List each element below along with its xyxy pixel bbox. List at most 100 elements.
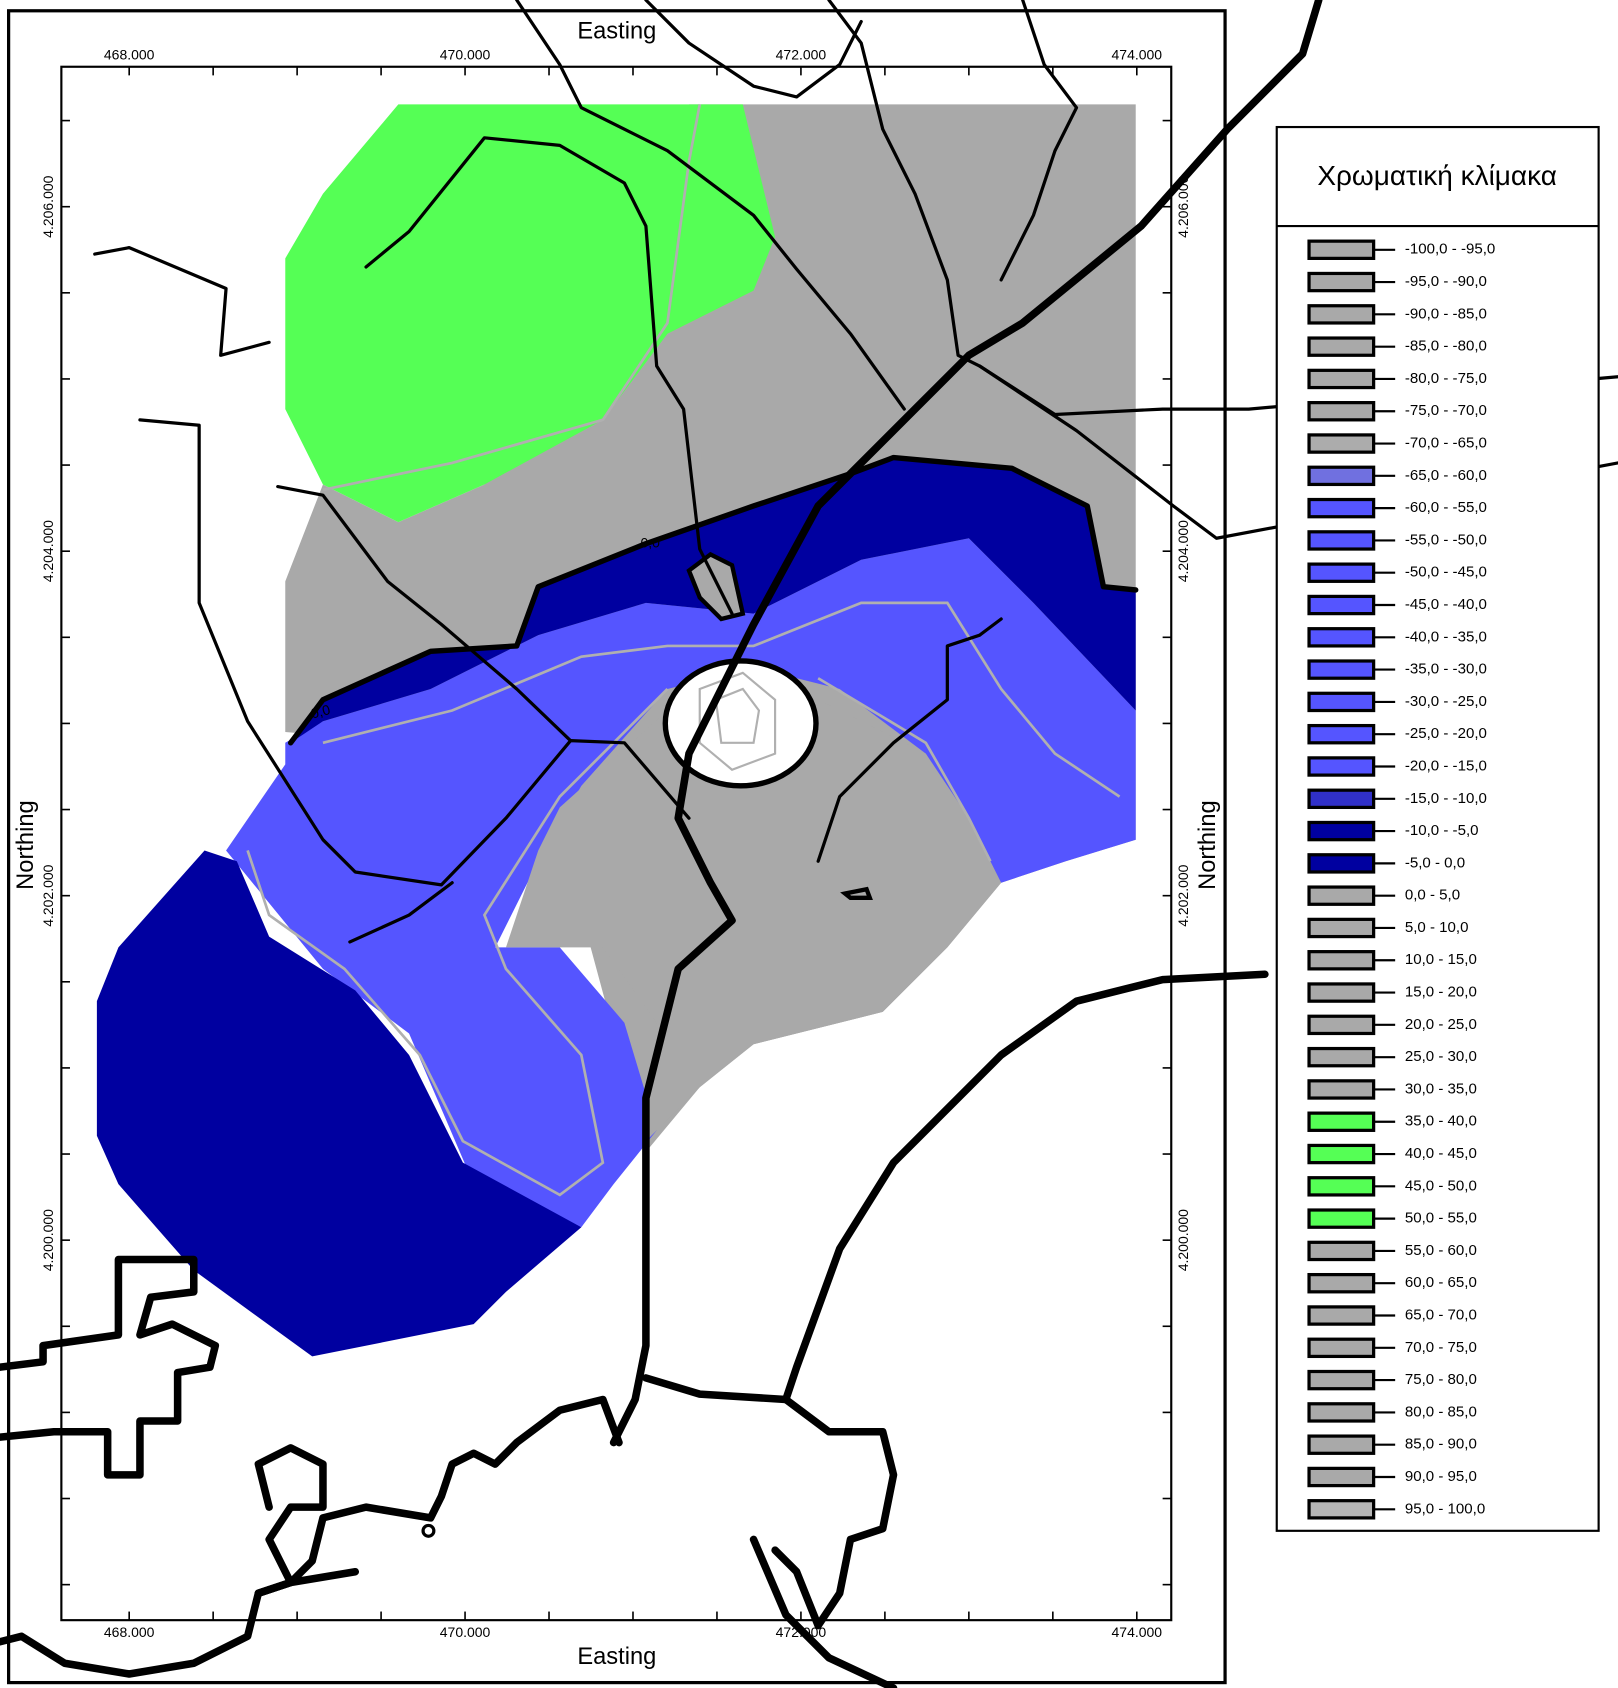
- legend-label: -90,0 - -85,0: [1405, 305, 1487, 322]
- gray-center: [505, 688, 1002, 1142]
- coastline: [254, 1567, 360, 1598]
- legend-swatch: [1307, 465, 1376, 487]
- legend-swatch: [1307, 530, 1376, 551]
- zero-contour: [287, 454, 1139, 746]
- axis-title: Easting: [577, 1644, 656, 1670]
- legend-label: 60,0 - 65,0: [1405, 1274, 1477, 1291]
- legend-label: -65,0 - -60,0: [1405, 467, 1487, 484]
- legend-label: 65,0 - 70,0: [1405, 1306, 1477, 1323]
- y-tick-label: 4.204.000: [1175, 520, 1191, 582]
- x-tick-label: 474.000: [1112, 1624, 1163, 1640]
- legend-swatch: [1307, 1499, 1376, 1520]
- axis-title: Northing: [13, 800, 39, 889]
- legend-swatch: [1307, 1337, 1376, 1359]
- legend-label: -45,0 - -40,0: [1405, 596, 1487, 613]
- legend-label: -55,0 - -50,0: [1405, 531, 1487, 548]
- legend-label: 55,0 - 60,0: [1405, 1242, 1477, 1259]
- legend-label: 10,0 - 15,0: [1405, 951, 1477, 968]
- coastline: [0, 1255, 220, 1479]
- legend-label: -75,0 - -70,0: [1405, 402, 1487, 419]
- legend-swatch: [1307, 562, 1376, 583]
- legend-swatch: [1307, 239, 1376, 260]
- legend-swatch: [1307, 1402, 1376, 1423]
- legend-swatch: [1307, 950, 1376, 971]
- legend-swatch: [1307, 1466, 1376, 1488]
- x-tick-label: 470.000: [440, 1624, 491, 1640]
- legend-swatch: [1307, 627, 1376, 648]
- road: [816, 617, 1003, 863]
- zero-contour: [686, 551, 746, 622]
- legend-swatch: [1307, 1369, 1376, 1391]
- legend-swatch: [1307, 691, 1376, 713]
- legend-swatch: [1307, 917, 1376, 939]
- legend-swatch: [1307, 1079, 1376, 1100]
- axis-title: Northing: [1195, 800, 1221, 889]
- axis-title: Easting: [577, 19, 656, 45]
- legend-swatch: [1307, 820, 1376, 842]
- legend-label: -30,0 - -25,0: [1405, 693, 1487, 710]
- x-tick-label: 474.000: [1112, 47, 1163, 63]
- legend-label: 20,0 - 25,0: [1405, 1016, 1477, 1033]
- y-tick-label: 4.202.000: [40, 864, 56, 926]
- legend-label: -100,0 - -95,0: [1405, 241, 1495, 258]
- islet: [421, 1523, 436, 1538]
- x-tick-label: 472.000: [776, 1624, 827, 1640]
- legend-label: 80,0 - 85,0: [1405, 1403, 1477, 1420]
- map-surface: [96, 104, 1139, 1357]
- legend-swatch: [1307, 1111, 1376, 1132]
- road: [276, 484, 573, 743]
- legend-swatch: [1307, 271, 1376, 293]
- legend-swatch: [1307, 1434, 1376, 1455]
- x-tick-label: 468.000: [104, 47, 155, 63]
- road: [93, 245, 271, 357]
- legend-label: -95,0 - -90,0: [1405, 273, 1487, 290]
- legend-label: -70,0 - -65,0: [1405, 435, 1487, 452]
- legend-label: 40,0 - 45,0: [1405, 1145, 1477, 1162]
- legend-swatch: [1307, 1046, 1376, 1068]
- legend: -100,0 - -95,0 -95,0 - -90,0 -90,0 - -85,0…: [1307, 239, 1495, 1520]
- legend-label: 75,0 - 80,0: [1405, 1371, 1477, 1388]
- isoline: [698, 671, 777, 771]
- zero-contour: [840, 886, 873, 900]
- isoline: [322, 104, 702, 492]
- legend-label: 90,0 - 95,0: [1405, 1468, 1477, 1485]
- y-tick-label: 4.200.000: [40, 1209, 56, 1271]
- y-tick-label: 4.206.000: [1175, 175, 1191, 237]
- highway: [749, 1535, 898, 1688]
- legend-swatch: [1307, 336, 1376, 357]
- legend-label: -40,0 - -35,0: [1405, 628, 1487, 645]
- legend-label: -5,0 - 0,0: [1405, 854, 1465, 871]
- legend-swatch: [1307, 853, 1376, 874]
- legend-label: -20,0 - -15,0: [1405, 757, 1487, 774]
- legend-swatch: [1307, 1208, 1376, 1229]
- legend-label: -50,0 - -45,0: [1405, 564, 1487, 581]
- legend-swatch: [1307, 497, 1376, 519]
- legend-swatch: [1307, 304, 1376, 325]
- outer-frame: [6, 9, 1227, 1685]
- legend-swatch: [1307, 1305, 1376, 1326]
- isoline: [817, 677, 992, 862]
- isoline: [246, 688, 669, 1197]
- legend-label: 25,0 - 30,0: [1405, 1048, 1477, 1065]
- road: [644, 0, 863, 99]
- legend-swatch: [1307, 368, 1376, 390]
- legend-swatch: [1307, 1014, 1376, 1036]
- legend-label: 50,0 - 55,0: [1405, 1210, 1477, 1227]
- legend-label: -85,0 - -80,0: [1405, 338, 1487, 355]
- green-zone: [285, 104, 776, 523]
- high-island: [662, 658, 819, 789]
- highway: [609, 0, 1323, 1447]
- isoline: [322, 601, 1121, 798]
- legend-label: 30,0 - 35,0: [1405, 1080, 1477, 1097]
- y-tick-label: 4.206.000: [40, 175, 56, 237]
- legend-title: Χρωματική κλίμακα: [1317, 160, 1557, 191]
- x-tick-label: 468.000: [104, 1624, 155, 1640]
- legend-label: -10,0 - -5,0: [1405, 822, 1479, 839]
- contour-label: 0,0: [309, 701, 332, 722]
- legend-label: 5,0 - 10,0: [1405, 919, 1469, 936]
- legend-swatch: [1307, 659, 1376, 680]
- legend-swatch: [1307, 1176, 1376, 1197]
- legend-label: 95,0 - 100,0: [1405, 1500, 1485, 1517]
- legend-label: -15,0 - -10,0: [1405, 790, 1487, 807]
